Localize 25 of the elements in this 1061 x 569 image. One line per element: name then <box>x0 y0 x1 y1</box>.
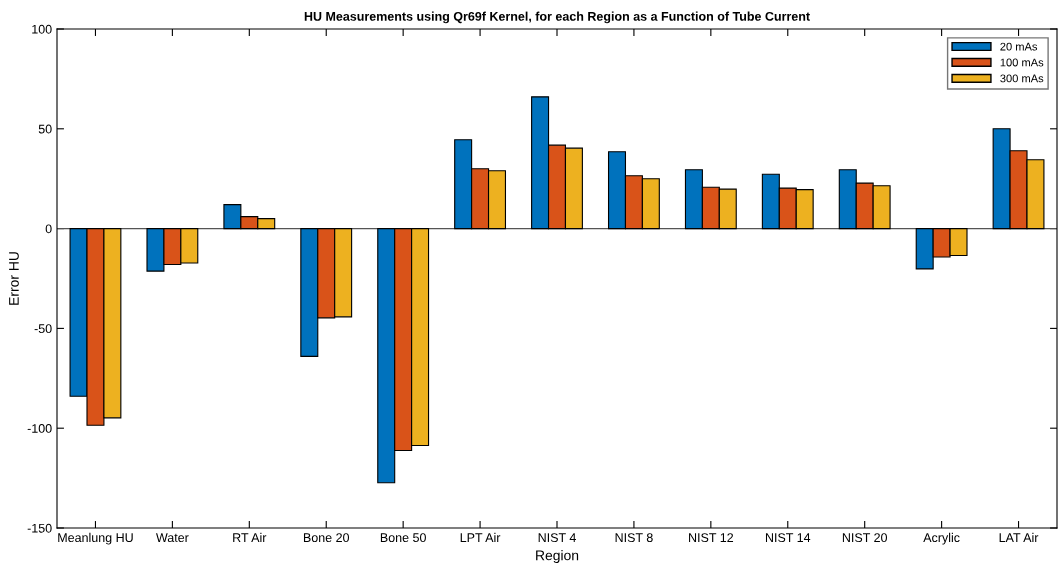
x-tick-label: Acrylic <box>923 532 960 545</box>
x-tick-label: Meanlung HU <box>58 532 133 545</box>
x-tick-label: NIST 8 <box>615 533 653 543</box>
x-tick-label: Water <box>156 533 189 543</box>
x-tick-label: NIST 12 <box>689 533 734 543</box>
legend-label: 20 mAs <box>1000 42 1038 51</box>
y-tick-label: 0 <box>45 224 52 234</box>
x-axis-title: Region <box>536 550 579 564</box>
x-tick-label: NIST 14 <box>765 533 811 543</box>
x-tick-label: LAT Air <box>999 532 1039 542</box>
chart-title: HU Measurements using Qr69f Kernel, for each Region as a Function of Tube Current <box>304 11 810 24</box>
y-tick-label: 50 <box>38 124 52 134</box>
x-tick-label: NIST 4 <box>538 533 576 543</box>
x-tick-label: Bone 20 <box>303 533 350 543</box>
legend-label: 100 mAs <box>1000 58 1044 67</box>
y-tick-label: 100 <box>32 24 52 34</box>
y-tick-label: -100 <box>27 424 52 433</box>
x-tick-label: RT Air <box>233 532 267 542</box>
y-tick-label: -150 <box>27 523 52 533</box>
x-tick-label: LPT Air <box>460 532 501 542</box>
legend-label: 300 mAs <box>1000 74 1044 83</box>
y-tick-label: -50 <box>34 324 52 334</box>
y-axis-title: Error HU <box>9 252 19 305</box>
x-tick-label: Bone 50 <box>380 533 426 543</box>
x-tick-label: NIST 20 <box>842 533 888 543</box>
